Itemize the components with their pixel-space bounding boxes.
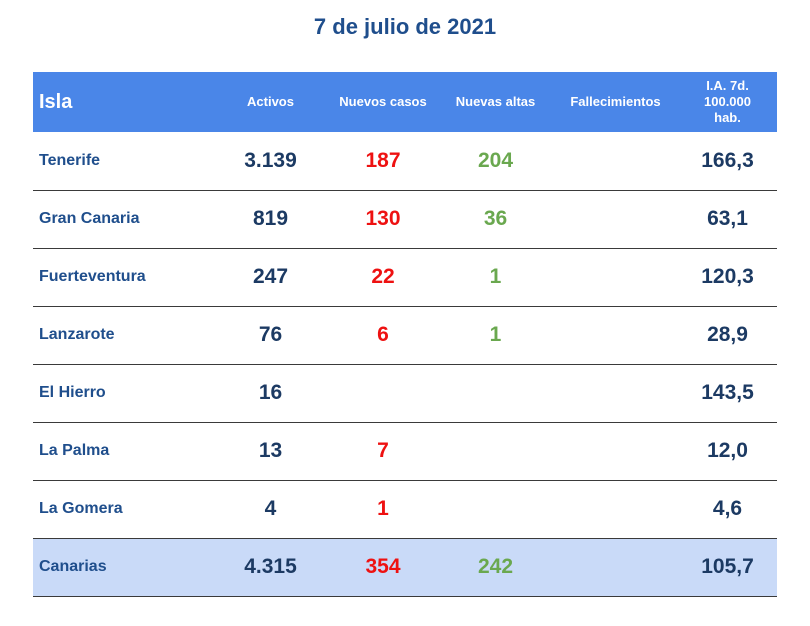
cell-activos: 3.139 [244,148,297,172]
cell-nuevos-casos: 22 [371,265,395,288]
cell-nuevos-casos: 130 [365,207,401,230]
table-header-row: Isla Activos Nuevos casos Nuevas altas F… [33,72,777,132]
header-activos: Activos [247,94,294,109]
cell-ia: 166,3 [701,148,754,172]
table-row: La Palma 13 7 12,0 [33,422,777,480]
cell-isla: La Gomera [39,500,123,517]
cell-activos: 13 [258,439,283,462]
page-title: 7 de julio de 2021 [313,14,497,39]
header-ia-line-2: 100.000 [704,94,751,109]
cell-isla: El Hierro [39,384,106,401]
cell-activos: 247 [252,265,289,288]
cell-ia-total: 105,7 [701,555,754,578]
table-row: Fuerteventura 247 22 1 120,3 [33,248,777,306]
cell-isla: La Palma [39,442,110,459]
cell-activos: 4 [264,497,277,520]
cell-nuevos-casos: 1 [377,497,389,520]
cell-nuevos-casos [328,364,438,422]
cell-ia: 12,0 [707,439,748,462]
cell-activos-total: 4.315 [244,555,297,578]
table-row: Lanzarote 76 6 1 28,9 [33,306,777,364]
cell-isla: Tenerife [39,151,101,169]
header-fallecimientos: Fallecimientos [570,94,661,109]
cell-fallecimientos [553,422,678,480]
covid-data-table: Isla Activos Nuevos casos Nuevas altas F… [33,72,777,597]
table-row-total: Canarias 4.315 354 242 105,7 [33,538,777,596]
cell-fallecimientos [553,480,678,538]
cell-fallecimientos [553,364,678,422]
header-ia-line-1: I.A. 7d. [706,78,749,93]
cell-activos: 16 [258,381,283,404]
cell-isla: Gran Canaria [39,210,140,227]
cell-isla: Fuerteventura [39,268,146,285]
cell-fallecimientos [553,248,678,306]
header-isla: Isla [39,91,73,113]
cell-nuevas-altas: 204 [477,148,514,172]
table-row: Gran Canaria 819 130 36 63,1 [33,190,777,248]
cell-nuevas-altas [438,422,553,480]
cell-nuevas-altas [438,480,553,538]
header-ia: I.A. 7d. 100.000 hab. [678,72,777,132]
table-row: El Hierro 16 143,5 [33,364,777,422]
cell-activos: 819 [252,207,289,230]
cell-nuevas-altas-total: 242 [477,555,514,578]
cell-nuevos-casos-total: 354 [365,555,401,578]
cell-ia: 28,9 [707,323,748,346]
cell-activos: 76 [258,323,283,346]
cell-nuevos-casos: 6 [377,323,389,346]
cell-nuevas-altas: 1 [489,265,502,288]
header-nuevos-casos: Nuevos casos [339,94,427,109]
cell-fallecimientos [553,190,678,248]
cell-fallecimientos-total [553,538,678,596]
cell-nuevas-altas: 1 [489,323,502,346]
cell-nuevos-casos: 7 [377,439,389,462]
cell-isla-total: Canarias [39,558,107,575]
header-ia-line-3: hab. [714,110,741,125]
header-nuevas-altas: Nuevas altas [455,94,536,109]
cell-isla: Lanzarote [39,326,115,343]
cell-fallecimientos [553,132,678,190]
cell-ia: 4,6 [712,497,743,520]
cell-nuevas-altas: 36 [483,207,508,230]
table-row: La Gomera 4 1 4,6 [33,480,777,538]
table-row: Tenerife 3.139 187 204 166,3 [33,132,777,190]
cell-nuevas-altas [438,364,553,422]
cell-fallecimientos [553,306,678,364]
cell-nuevos-casos: 187 [365,148,401,172]
cell-ia: 143,5 [701,381,754,404]
cell-ia: 120,3 [701,265,754,288]
cell-ia: 63,1 [707,207,748,230]
